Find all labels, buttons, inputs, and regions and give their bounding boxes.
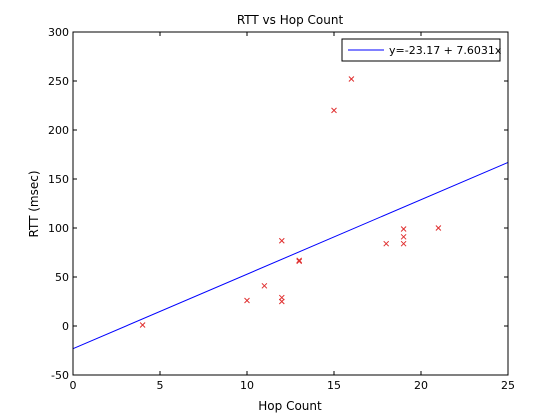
plot-frame (72, 31, 509, 376)
x-tick-label: 10 (240, 379, 254, 392)
data-point (296, 257, 303, 264)
data-point (278, 237, 285, 244)
legend: y=-23.17 + 7.6031x (341, 38, 502, 62)
data-point (400, 233, 407, 240)
legend-label-fit-line: y=-23.17 + 7.6031x (389, 44, 502, 57)
fit-line-layer (72, 161, 509, 350)
y-tick-label: 200 (48, 124, 69, 137)
data-point (296, 258, 303, 265)
data-point (400, 226, 407, 232)
y-tick-label: 150 (48, 173, 69, 186)
x-axis-label: Hop Count (258, 399, 322, 413)
x-tick-label: 0 (70, 379, 77, 392)
legend-box (341, 38, 501, 62)
data-point (261, 282, 268, 289)
y-tick-label: 50 (55, 271, 69, 284)
x-tick-label: 15 (327, 379, 341, 392)
x-tick-label: 25 (501, 379, 515, 392)
y-axis-label: RTT (msec) (27, 170, 41, 237)
chart-title: RTT vs Hop Count (237, 13, 344, 27)
x-tick-label: 5 (157, 379, 164, 392)
data-point (278, 294, 285, 301)
y-tick-label: 250 (48, 75, 69, 88)
x-tick-label: 20 (414, 379, 428, 392)
y-tick-label: 0 (62, 320, 69, 333)
data-point (348, 76, 355, 82)
data-point (400, 240, 407, 247)
y-tick-label: -50 (51, 369, 69, 382)
data-point (331, 107, 337, 114)
fit-line (72, 161, 509, 350)
data-point (244, 297, 250, 304)
scatter-points-layer (139, 76, 442, 328)
y-tick-label: 300 (48, 26, 69, 39)
y-tick-label: 100 (48, 222, 69, 235)
data-point (435, 225, 442, 231)
plot-area (73, 32, 508, 375)
data-point (383, 240, 390, 247)
data-point (139, 322, 146, 328)
